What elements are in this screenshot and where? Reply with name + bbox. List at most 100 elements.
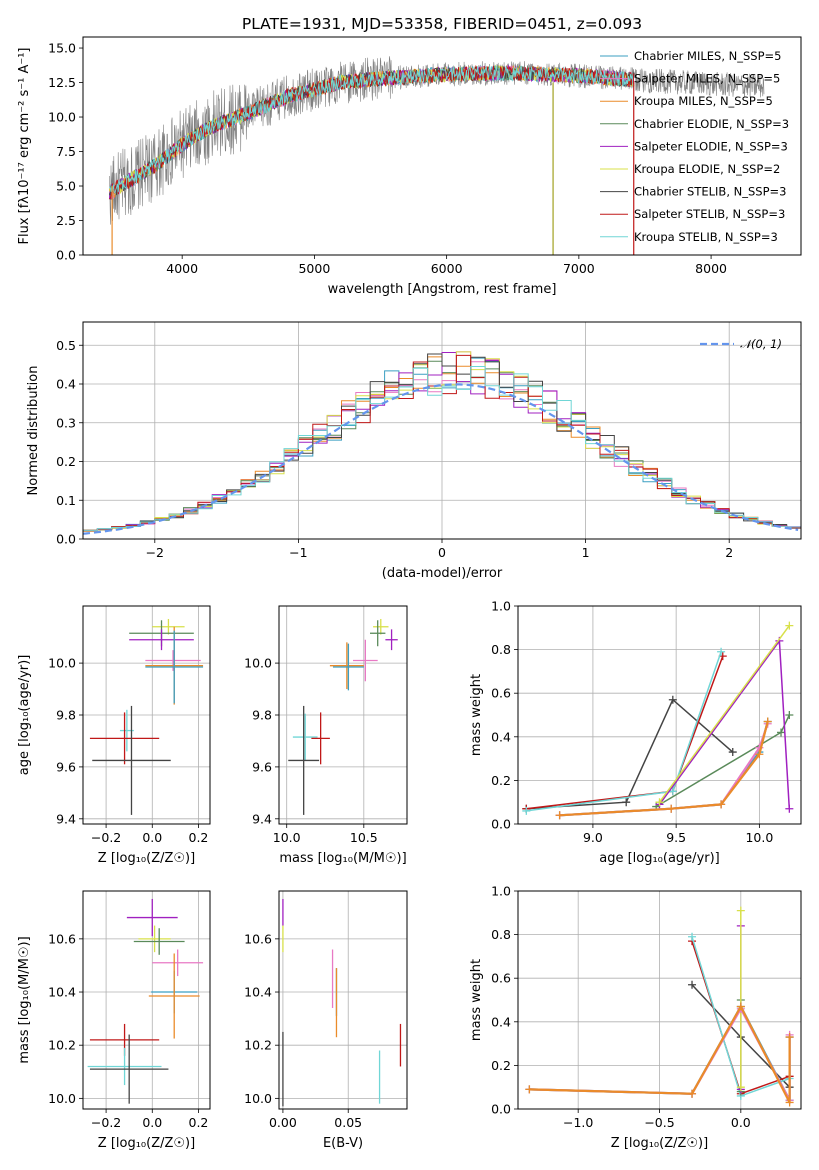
y-tick-label: 0.1 <box>56 493 76 508</box>
errorbar-chabrier-elodie <box>369 620 386 647</box>
plot-area <box>518 891 801 1109</box>
axes-frame <box>82 36 802 256</box>
x-tick-label: 9.5 <box>666 830 686 845</box>
weights-kroupa-miles <box>525 1002 794 1107</box>
legend-entry: Chabrier STELIB, N_SSP=3 <box>634 185 786 199</box>
plot-area <box>83 891 210 1109</box>
legend-entry: Salpeter STELIB, N_SSP=3 <box>634 207 785 221</box>
legend-entry: Salpeter ELODIE, N_SSP=3 <box>634 139 788 153</box>
y-tick-label: 0.8 <box>491 642 511 657</box>
x-tick-label: 0.2 <box>189 830 209 845</box>
panel-weight-vs-Z: −1.0 −0.5 0.0 0.0 0.2 0.4 0.6 0.8 1.0 Z [log₁₀(Z/… <box>469 884 802 1151</box>
weight-marker <box>688 1089 697 1098</box>
y-tick-label: 15.0 <box>48 41 76 56</box>
y-tick-label: 1.0 <box>491 884 511 899</box>
y-tick-label: 10.4 <box>48 985 76 1000</box>
y-tick-label: 10.2 <box>48 1038 76 1053</box>
x-tick-label: 9.0 <box>583 830 603 845</box>
figure-title: PLATE=1931, MJD=53358, FIBERID=0451, z=0… <box>242 15 642 33</box>
weights-kroupa-elodie <box>655 621 794 807</box>
weights-kroupa-stelib <box>522 647 726 815</box>
panel-mass-vs-EBV: 0.00 0.05 10.0 10.2 10.4 10.6 E(B-V) <box>244 890 408 1151</box>
errorbar-salpeter-miles <box>353 639 378 682</box>
axes-frame <box>517 605 802 825</box>
x-tick-label: 7000 <box>563 261 595 276</box>
weight-marker <box>688 980 697 989</box>
plot-area <box>108 56 765 255</box>
weight-marker <box>785 621 794 630</box>
x-tick-label: −2 <box>146 545 164 560</box>
y-tick-label: 9.4 <box>252 811 272 826</box>
y-tick-label: 9.6 <box>56 759 76 774</box>
y-tick-label: 9.8 <box>56 708 76 723</box>
y-tick-label: 0.5 <box>56 338 76 353</box>
weight-marker <box>736 906 745 915</box>
errorbar-salpeter-elodie <box>126 898 178 937</box>
weight-marker <box>728 748 737 757</box>
legend: 𝒩(0, 1) <box>700 337 782 351</box>
axes-frame <box>278 890 408 1110</box>
x-tick-label: 10.5 <box>350 830 378 845</box>
legend-entry: Kroupa ELODIE, N_SSP=2 <box>634 162 780 176</box>
y-tick-label: 0.4 <box>491 729 511 744</box>
weight-marker <box>655 798 664 807</box>
plot-area <box>279 606 407 824</box>
x-tick-label: 1 <box>582 545 590 560</box>
x-axis-label: age [log₁₀(age/yr)] <box>599 851 720 866</box>
errorbar-salpeter-elodie <box>129 629 194 651</box>
y-tick-label: 9.4 <box>56 811 76 826</box>
y-tick-label: 10.0 <box>48 1091 76 1106</box>
x-tick-label: 0.0 <box>142 830 162 845</box>
weight-marker <box>777 728 786 737</box>
weight-marker <box>736 1002 745 1011</box>
x-axis-label: Z [log₁₀(Z/Z☉)] <box>98 851 195 866</box>
legend-entry: Chabrier MILES, N_SSP=5 <box>634 49 781 63</box>
weight-marker <box>667 804 676 813</box>
weights-kroupa-miles <box>555 717 772 820</box>
y-tick-label: 0.0 <box>56 532 76 547</box>
y-tick-label: 0.0 <box>491 1102 511 1117</box>
x-axis-label: E(B-V) <box>323 1136 363 1151</box>
x-axis-label: mass [log₁₀(M/M☉)] <box>279 851 406 866</box>
weights-kroupa-elodie <box>736 906 745 1092</box>
errorbar-salpeter-miles <box>145 650 201 671</box>
axes-frame <box>82 890 211 1110</box>
y-tick-label: 1.0 <box>491 599 511 614</box>
y-axis-label: mass weight <box>469 674 484 756</box>
axes-frame <box>278 605 408 825</box>
weights-chabrier-elodie <box>652 711 794 811</box>
y-tick-label: 10.6 <box>244 931 272 946</box>
x-tick-label: −1.0 <box>563 1115 593 1130</box>
weight-marker <box>522 806 531 815</box>
panel-age-vs-mass: 10.0 10.5 9.4 9.6 9.8 10.0 mass [log₁₀(M/M☉)] <box>244 605 408 866</box>
errorbar-salpeter-stelib <box>311 712 330 765</box>
y-tick-label: 10.6 <box>48 931 76 946</box>
legend-entry: Chabrier ELODIE, N_SSP=3 <box>634 117 789 131</box>
hist-kroupa-stelib <box>83 366 801 539</box>
x-tick-label: 0.05 <box>334 1115 362 1130</box>
normal-curve <box>83 383 799 535</box>
weight-line <box>526 651 722 812</box>
model-kroupa-stelib <box>109 65 635 194</box>
x-tick-label: 10.0 <box>273 830 301 845</box>
errorbar-kroupa-elodie <box>373 618 389 635</box>
y-tick-label: 0.2 <box>56 454 76 469</box>
weight-marker <box>668 695 677 704</box>
y-tick-label: 0.4 <box>491 1014 511 1029</box>
weight-marker <box>736 1083 745 1092</box>
x-tick-label: 8000 <box>695 261 727 276</box>
y-tick-label: 0.0 <box>491 817 511 832</box>
y-tick-label: 2.5 <box>56 213 76 228</box>
weight-marker <box>785 804 794 813</box>
weight-marker <box>622 798 631 807</box>
legend-entry: Kroupa MILES, N_SSP=5 <box>634 94 773 108</box>
weight-marker <box>785 1033 794 1042</box>
weight-marker <box>785 1098 794 1107</box>
plot-area <box>83 322 801 539</box>
errorbar-kroupa-stelib <box>87 1047 162 1086</box>
x-tick-label: −0.5 <box>644 1115 674 1130</box>
legend-entry: Kroupa STELIB, N_SSP=3 <box>634 230 778 244</box>
weight-line <box>658 638 791 809</box>
y-tick-label: 9.8 <box>252 708 272 723</box>
y-tick-label: 10.4 <box>244 985 272 1000</box>
